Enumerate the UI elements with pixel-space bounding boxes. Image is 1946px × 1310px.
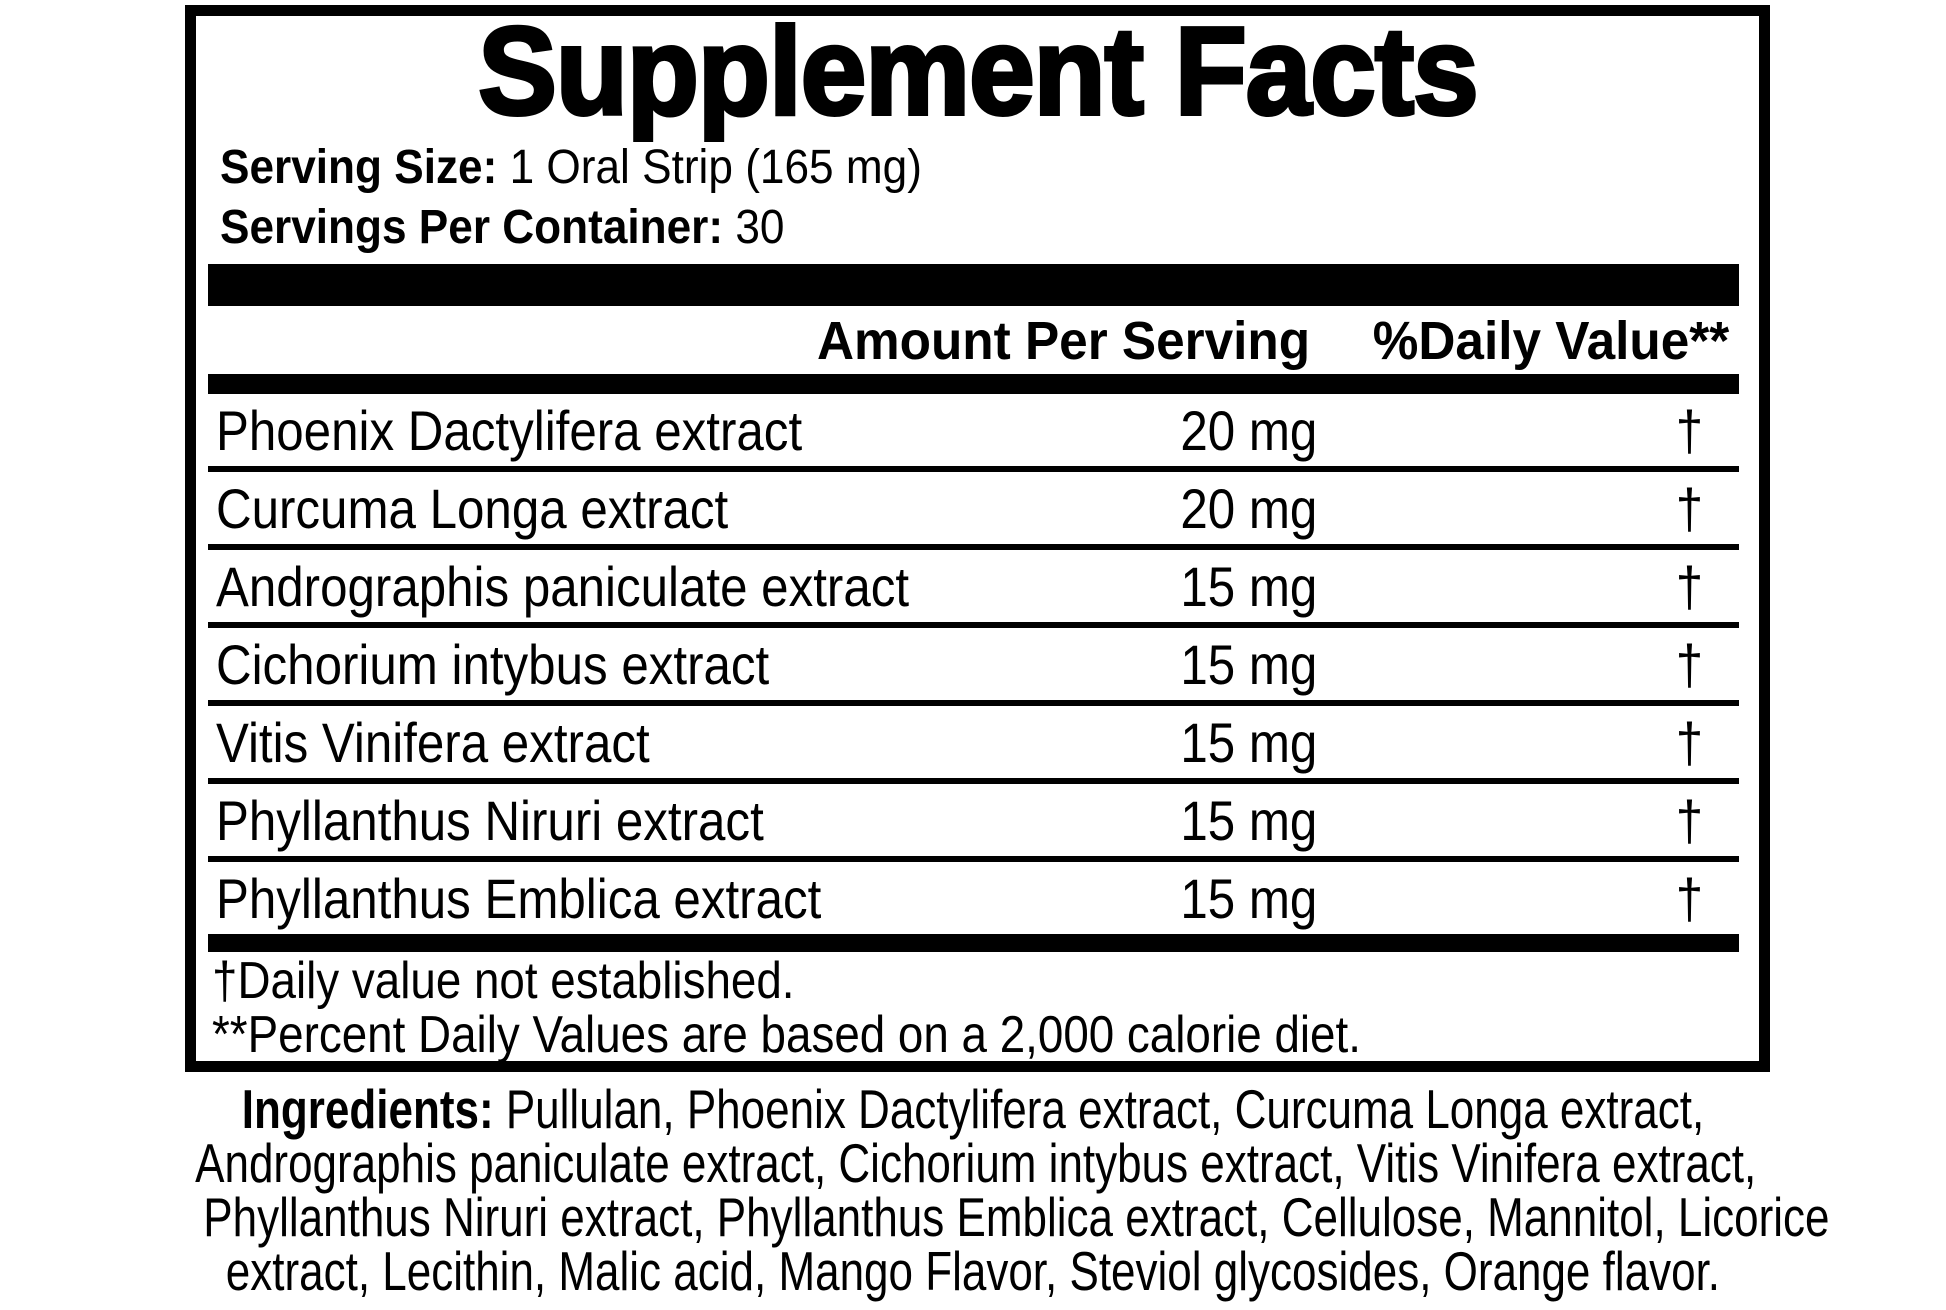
ingredient-name: Phyllanthus Emblica extract xyxy=(216,866,822,930)
table-row: Phyllanthus Niruri extract 15 mg † xyxy=(208,784,1739,862)
ingredients-line: Phyllanthus Niruri extract, Phyllanthus … xyxy=(203,1186,1830,1248)
amount-value: 15 mg xyxy=(1180,554,1318,618)
serving-size-value: 1 Oral Strip (165 mg) xyxy=(509,141,922,194)
ingredient-name: Vitis Vinifera extract xyxy=(216,710,650,774)
ingredients-line: extract, Lecithin, Malic acid, Mango Fla… xyxy=(225,1240,1721,1302)
ingredients-line: Andrographis paniculate extract, Cichori… xyxy=(195,1132,1757,1194)
ingredient-table: Phoenix Dactylifera extract 20 mg † Curc… xyxy=(208,394,1739,934)
supplement-facts-title: Supplement Facts xyxy=(196,3,1759,141)
table-row: Phyllanthus Emblica extract 15 mg † xyxy=(208,862,1739,934)
amount-value: 15 mg xyxy=(1180,788,1318,852)
ingredient-name: Phoenix Dactylifera extract xyxy=(216,398,803,462)
daily-value-symbol: † xyxy=(1675,476,1703,540)
ingredient-name: Phyllanthus Niruri extract xyxy=(216,788,764,852)
table-row: Curcuma Longa extract 20 mg † xyxy=(208,472,1739,550)
amount-value: 20 mg xyxy=(1180,398,1318,462)
serving-size-label: Serving Size: xyxy=(220,141,498,194)
amount-value: 15 mg xyxy=(1180,710,1318,774)
ingredients-label: Ingredients: xyxy=(241,1078,494,1140)
table-row: Phoenix Dactylifera extract 20 mg † xyxy=(208,394,1739,472)
daily-value-symbol: † xyxy=(1675,632,1703,696)
amount-value: 20 mg xyxy=(1180,476,1318,540)
ingredient-name: Cichorium intybus extract xyxy=(216,632,770,696)
amount-value: 15 mg xyxy=(1180,866,1318,930)
ingredient-name: Curcuma Longa extract xyxy=(216,476,729,540)
table-column-header-row: Amount Per Serving %Daily Value** xyxy=(208,311,1739,371)
daily-value-symbol: † xyxy=(1675,788,1703,852)
table-row: Cichorium intybus extract 15 mg † xyxy=(208,628,1739,706)
supplement-facts-panel: Supplement Facts Serving Size: 1 Oral St… xyxy=(185,5,1770,1072)
daily-value-symbol: † xyxy=(1675,866,1703,930)
daily-value-symbol: † xyxy=(1675,710,1703,774)
daily-value-symbol: † xyxy=(1675,398,1703,462)
servings-per-container-label: Servings Per Container: xyxy=(220,201,724,254)
amount-value: 15 mg xyxy=(1180,632,1318,696)
footnote-daily-value: †Daily value not established. xyxy=(212,952,795,1010)
daily-value-header: %Daily Value** xyxy=(1372,311,1729,371)
thick-divider-top xyxy=(208,264,1739,306)
footnote-percent-dv: **Percent Daily Values are based on a 2,… xyxy=(212,1006,1361,1064)
table-row: Andrographis paniculate extract 15 mg † xyxy=(208,550,1739,628)
table-row: Vitis Vinifera extract 15 mg † xyxy=(208,706,1739,784)
ingredients-line: Ingredients: Pullulan, Phoenix Dactylife… xyxy=(241,1078,1705,1140)
servings-per-container-value: 30 xyxy=(735,201,785,254)
serving-size-line: Serving Size: 1 Oral Strip (165 mg) xyxy=(220,142,983,194)
thick-divider-under-header xyxy=(208,374,1739,394)
daily-value-symbol: † xyxy=(1675,554,1703,618)
thick-divider-bottom xyxy=(208,934,1739,952)
ingredient-name: Andrographis paniculate extract xyxy=(216,554,910,618)
amount-per-serving-header: Amount Per Serving xyxy=(816,311,1310,371)
servings-per-container-line: Servings Per Container: 30 xyxy=(220,202,834,254)
ingredients-paragraph: Ingredients: Pullulan, Phoenix Dactylife… xyxy=(0,1078,1946,1302)
supplement-facts-title-text: Supplement Facts xyxy=(476,3,1480,141)
